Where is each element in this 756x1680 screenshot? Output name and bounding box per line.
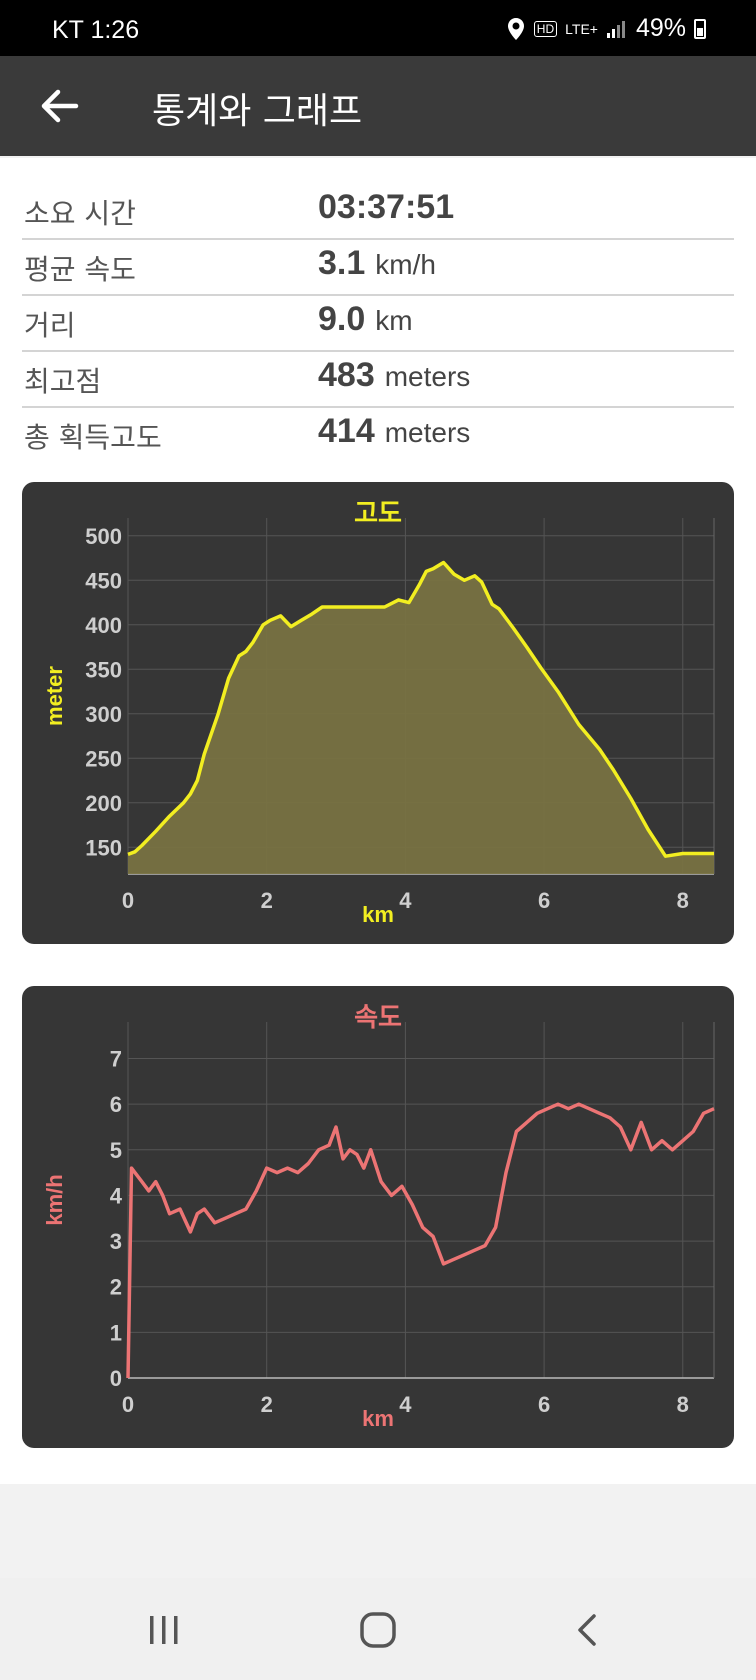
y-tick-label: 300	[85, 702, 122, 727]
x-tick-label: 4	[399, 1392, 412, 1417]
speed-chart: 0 2 4 6 8 0 1 2 3 4 5 6 7 속도 km km/h	[42, 1003, 715, 1431]
stat-label: 거리	[24, 309, 76, 342]
y-axis-label: km/h	[42, 1174, 67, 1225]
stat-row-duration: 소요 시간 03:37:51	[22, 182, 734, 240]
page-title: 통계와 그래프	[152, 91, 363, 132]
chart-title: 속도	[354, 1003, 402, 1033]
stat-label: 총 획득고도	[24, 421, 162, 454]
stat-row-max-altitude: 최고점 483 meters	[22, 350, 734, 408]
y-tick-label: 5	[110, 1138, 122, 1163]
speed-series-line	[126, 1102, 715, 1379]
x-tick-label: 0	[122, 1392, 134, 1417]
stat-value: 9.0 km	[318, 300, 413, 338]
y-tick-label: 4	[110, 1183, 123, 1208]
y-tick-label: 400	[85, 613, 122, 638]
x-tick-label: 6	[538, 888, 550, 913]
y-tick-label: 2	[110, 1275, 122, 1300]
x-tick-label: 6	[538, 1392, 550, 1417]
hd-icon: HD	[533, 20, 558, 37]
chart-title: 고도	[354, 499, 402, 529]
y-tick-label: 6	[110, 1092, 122, 1117]
x-tick-label: 8	[677, 888, 689, 913]
x-axis-label: km	[362, 902, 394, 927]
stat-value: 414 meters	[318, 412, 471, 450]
y-tick-label: 3	[110, 1229, 122, 1254]
y-axis-label: meter	[42, 666, 67, 726]
x-tick-label: 8	[677, 1392, 689, 1417]
y-tick-label: 500	[85, 524, 122, 549]
system-nav-bar	[0, 1578, 756, 1680]
y-tick-label: 150	[85, 835, 122, 860]
stat-label: 최고점	[24, 365, 102, 398]
recent-apps-icon[interactable]	[142, 1608, 186, 1652]
x-tick-label: 0	[122, 888, 134, 913]
location-icon	[507, 17, 524, 40]
back-nav-icon[interactable]	[566, 1608, 610, 1652]
x-tick-label: 2	[261, 888, 273, 913]
x-tick-label: 2	[261, 1392, 273, 1417]
home-icon[interactable]	[356, 1608, 400, 1652]
signal-icon	[606, 20, 625, 38]
stat-label: 소요 시간	[24, 197, 136, 230]
stat-label: 평균 속도	[24, 253, 136, 286]
battery-icon	[694, 18, 706, 39]
status-icons: HD LTE+ 49%	[506, 14, 706, 43]
altitude-series-line	[127, 560, 714, 858]
altitude-chart: 0 2 4 6 8 150 200 250 300 350 400 450 500 고도 km meter	[42, 499, 715, 927]
network-label: LTE+	[565, 20, 598, 37]
y-tick-label: 250	[85, 746, 122, 771]
x-tick-label: 4	[399, 888, 412, 913]
y-tick-label: 1	[110, 1320, 122, 1345]
stat-value: 03:37:51	[318, 188, 455, 226]
y-tick-label: 0	[110, 1366, 122, 1391]
battery-percent: 49%	[635, 14, 686, 42]
status-bar: KT 1:26 HD LTE+ 49%	[0, 0, 756, 56]
app-bar: 통계와 그래프	[0, 56, 756, 156]
content-area: 소요 시간 03:37:51 평균 속도 3.1 km/h 거리 9.0 km 최고…	[0, 158, 756, 1484]
stat-row-distance: 거리 9.0 km	[22, 294, 734, 352]
stat-row-avg-speed: 평균 속도 3.1 km/h	[22, 238, 734, 296]
status-carrier-time: KT 1:26	[52, 16, 140, 44]
y-tick-label: 450	[85, 568, 122, 593]
altitude-area-fill	[128, 562, 714, 874]
back-arrow-icon[interactable]	[36, 82, 84, 130]
y-tick-label: 7	[110, 1047, 122, 1072]
speed-chart-card: 0 2 4 6 8 0 1 2 3 4 5 6 7 속도 km km/h	[22, 986, 734, 1448]
altitude-chart-card: 0 2 4 6 8 150 200 250 300 350 400 450 500 고도 km meter	[22, 482, 734, 944]
y-tick-label: 200	[85, 791, 122, 816]
stat-value: 483 meters	[318, 356, 471, 394]
y-tick-label: 350	[85, 657, 122, 682]
stat-value: 3.1 km/h	[318, 244, 436, 282]
stat-row-elevation-gain: 총 획득고도 414 meters	[22, 406, 734, 462]
x-axis-label: km	[362, 1406, 394, 1431]
